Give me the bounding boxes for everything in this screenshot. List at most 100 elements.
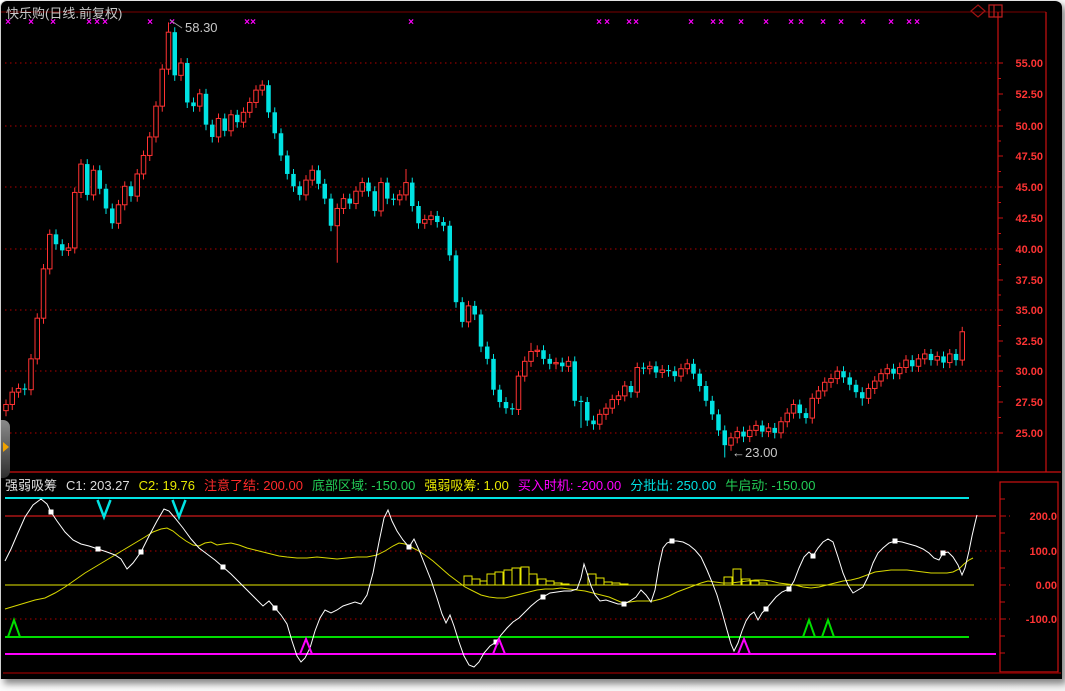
signal-mark-icon: × [888, 17, 894, 28]
indicator-svg: 200.0 100.0 0.00 -100.0 [3, 481, 1061, 674]
candle [110, 203, 115, 229]
candle [565, 356, 572, 372]
candle [910, 355, 915, 372]
candle [228, 109, 234, 137]
candle [666, 365, 671, 377]
c1-marker [95, 546, 101, 552]
c1-marker [786, 586, 792, 592]
candle [153, 101, 159, 143]
candle [716, 409, 721, 436]
c1-marker [810, 553, 816, 559]
candle [378, 177, 384, 217]
candle [585, 397, 590, 427]
candle [828, 373, 834, 388]
split-box-icon [988, 4, 1003, 18]
histogram-bar [732, 568, 742, 586]
candle [628, 381, 634, 398]
candle [322, 178, 327, 205]
candle [503, 397, 509, 414]
c1-marker [669, 538, 675, 544]
indicator-header-value: 注意了结: 200.00 [204, 478, 303, 492]
candle [553, 357, 559, 370]
candle [416, 201, 421, 229]
candle [615, 390, 622, 406]
candle [947, 349, 953, 369]
candle [385, 177, 390, 205]
candle [522, 356, 528, 382]
signal-mark-icon: × [596, 17, 602, 28]
candle [140, 150, 147, 180]
bottom-signal-triangle [299, 636, 313, 655]
c2-line [4, 527, 974, 610]
histogram-bar [619, 583, 629, 586]
c1-marker [940, 550, 946, 556]
candle [510, 403, 515, 415]
candle [903, 355, 909, 374]
c1-marker [892, 538, 898, 544]
candle [747, 425, 753, 443]
histogram-bar [545, 580, 555, 586]
signal-mark-icon: × [169, 17, 175, 28]
left-splitter-handle[interactable] [1, 420, 10, 478]
candle [222, 113, 227, 137]
candle [272, 107, 277, 139]
histogram-bar [537, 578, 547, 586]
indicator-name: 强弱吸筹 [5, 478, 58, 492]
histogram-bar [503, 569, 513, 586]
candle [90, 165, 97, 201]
bottom-signal-triangle [737, 636, 751, 655]
splitter-arrow-icon [3, 442, 9, 452]
price-axis-label: 25.00 [1015, 428, 1043, 440]
signal-mark-icon: × [604, 17, 610, 28]
histogram-bar [463, 575, 473, 586]
price-axis-label: 52.50 [1015, 89, 1043, 101]
signal-mark-icon: × [788, 17, 794, 28]
chart-title: 快乐购(日线.前复权) [6, 6, 123, 21]
candle [115, 199, 122, 229]
candle [641, 362, 646, 375]
candle [353, 186, 359, 210]
candle [790, 399, 797, 419]
candle [697, 368, 702, 392]
price-axis-label: 27.50 [1015, 397, 1043, 409]
histogram-bar [603, 581, 613, 586]
candle [491, 353, 496, 396]
candle [235, 109, 240, 128]
candle [865, 383, 872, 404]
candle [803, 408, 809, 424]
indicator-header-value: C1: 203.27 [66, 478, 130, 492]
diamond-icon [970, 4, 986, 18]
candle [128, 181, 134, 202]
candle [215, 113, 222, 143]
candle [22, 383, 27, 396]
candle [753, 420, 759, 436]
signal-mark-icon: × [633, 17, 639, 28]
signal-mark-icon: × [763, 17, 769, 28]
candle [147, 132, 153, 162]
histogram-bar [511, 567, 521, 586]
indicator-header-value: 牛启动: -150.00 [725, 478, 816, 492]
indicator-axis-label: 100.0 [1029, 546, 1057, 558]
candle [841, 366, 846, 383]
candle [534, 345, 540, 358]
candle [722, 425, 727, 458]
signal-mark-icon: × [718, 17, 724, 28]
candle [85, 159, 90, 201]
candle [316, 165, 321, 190]
candle [159, 64, 165, 112]
candle [728, 432, 734, 451]
candle [815, 385, 822, 404]
candle [97, 165, 102, 195]
c1-marker [493, 639, 499, 645]
candle [591, 415, 596, 430]
signal-mark-icon: × [147, 17, 153, 28]
candle [391, 193, 396, 206]
histogram-bar [528, 573, 538, 586]
candle [478, 309, 484, 353]
candle [3, 399, 9, 417]
candle [347, 193, 352, 210]
candle [203, 88, 209, 131]
stock-chart-window: 快乐购(日线.前复权) 55.00 52.50 50.00 47.50 45.00 42.… [0, 0, 1062, 679]
candle [40, 263, 47, 324]
candle [515, 371, 522, 415]
